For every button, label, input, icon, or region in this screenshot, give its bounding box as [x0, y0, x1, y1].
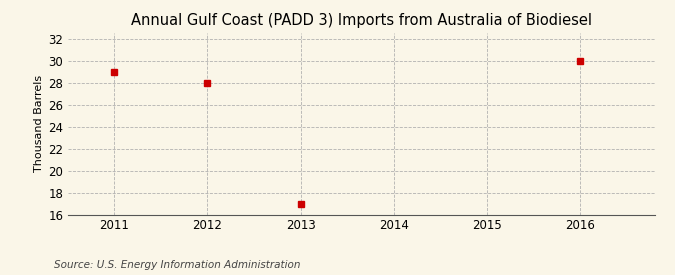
Text: Source: U.S. Energy Information Administration: Source: U.S. Energy Information Administ… [54, 260, 300, 270]
Y-axis label: Thousand Barrels: Thousand Barrels [34, 75, 44, 172]
Title: Annual Gulf Coast (PADD 3) Imports from Australia of Biodiesel: Annual Gulf Coast (PADD 3) Imports from … [131, 13, 591, 28]
